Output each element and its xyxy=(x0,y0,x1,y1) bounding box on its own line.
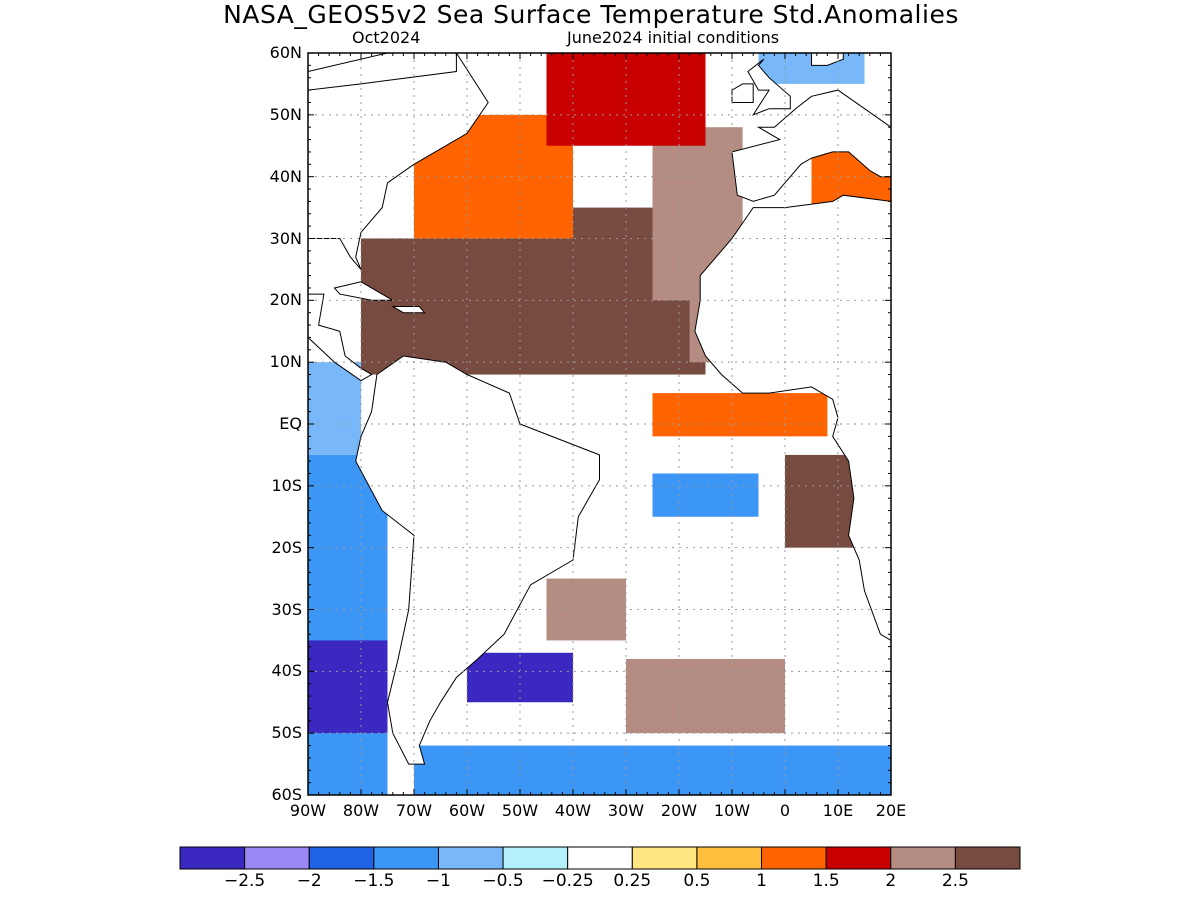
colorbar-swatch xyxy=(825,846,892,870)
ireland-land xyxy=(731,83,754,103)
lat-tick-label: 20S xyxy=(271,537,302,557)
lat-tick-label: 40N xyxy=(269,166,302,186)
anomaly-region xyxy=(308,640,388,734)
lat-tick-label: 50N xyxy=(269,104,302,124)
hispaniola-land xyxy=(390,306,426,314)
lat-tick-label: 40S xyxy=(271,661,302,681)
colorbar-level-label: 0.25 xyxy=(613,871,652,891)
british-isles-land xyxy=(747,58,791,116)
anomaly-region xyxy=(308,362,361,455)
lat-tick-label: 60S xyxy=(271,785,302,804)
colorbar-level-label: 2 xyxy=(885,871,897,891)
colorbar-swatch xyxy=(244,846,310,870)
lon-tick-label: 70W xyxy=(395,801,433,820)
lon-tick-label: 20E xyxy=(875,801,907,820)
colorbar-swatch xyxy=(954,846,1021,870)
lon-tick-label: 60W xyxy=(448,801,486,820)
south-america-land xyxy=(355,355,600,765)
land-masses xyxy=(308,53,891,765)
anomaly-region xyxy=(546,578,626,641)
anomaly-region xyxy=(414,745,891,795)
colorbar-swatch xyxy=(890,846,956,870)
anomaly-region xyxy=(626,658,785,734)
lon-tick-label: 20W xyxy=(660,801,698,820)
gridlines xyxy=(308,53,891,795)
forecast-month: Oct2024 xyxy=(352,28,421,47)
colorbar-swatch xyxy=(567,846,633,870)
lon-tick-label: 80W xyxy=(342,801,380,820)
colorbar-swatch xyxy=(696,846,763,870)
plot-frame xyxy=(307,52,892,796)
colorbar-level-label: 1 xyxy=(756,871,767,891)
lat-tick-label: 60N xyxy=(269,43,302,62)
anomaly-region xyxy=(308,454,388,795)
anomaly-region xyxy=(652,473,759,517)
colorbar-level-label: −0.25 xyxy=(541,871,594,891)
greenland-land xyxy=(308,53,457,91)
colorbar-level-label: −2.5 xyxy=(223,871,266,891)
colorbar-swatch xyxy=(502,846,569,870)
lon-tick-label: 10E xyxy=(822,801,854,820)
colorbar-swatch xyxy=(437,846,504,870)
lon-tick-label: 10W xyxy=(713,801,751,820)
colorbar-level-label: −1.5 xyxy=(353,871,395,891)
colorbar xyxy=(179,846,1021,870)
colorbar-swatch xyxy=(308,846,375,870)
lon-tick-label: 0 xyxy=(779,801,791,820)
initial-conditions: June2024 initial conditions xyxy=(567,28,780,47)
colorbar-swatch xyxy=(373,846,439,870)
colorbar-level-label: 0.5 xyxy=(683,871,711,891)
colorbar-level-label: −2 xyxy=(296,871,322,891)
lon-tick-label: 90W xyxy=(289,801,327,820)
lat-tick-label: 20N xyxy=(269,290,302,310)
colorbar-level-label: −0.5 xyxy=(482,871,524,891)
lon-tick-label: 40W xyxy=(554,801,592,820)
europe-land xyxy=(731,89,891,202)
map-title: NASA_GEOS5v2 Sea Surface Temperature Std… xyxy=(223,0,959,29)
lon-tick-label: 30W xyxy=(607,801,645,820)
colorbar-swatch xyxy=(631,846,698,870)
colorbar-level-label: 1.5 xyxy=(812,871,840,891)
colorbar-swatch xyxy=(761,846,827,870)
anomaly-region xyxy=(785,454,854,548)
colorbar-level-label: 2.5 xyxy=(941,871,969,891)
lat-tick-label: 50S xyxy=(271,723,302,743)
africa-land xyxy=(694,194,891,641)
lat-tick-label: 30S xyxy=(271,599,302,619)
anomaly-region xyxy=(652,393,828,437)
colorbar-level-label: −1 xyxy=(425,871,451,891)
lon-tick-label: 50W xyxy=(501,801,539,820)
lat-tick-label: 30N xyxy=(269,228,302,248)
cuba-land xyxy=(333,281,395,301)
colorbar-swatch xyxy=(179,846,246,870)
lat-tick-label: 10N xyxy=(269,352,302,372)
scandinavia-land xyxy=(811,53,844,66)
lat-tick-label: 10S xyxy=(271,475,302,495)
lat-tick-label: EQ xyxy=(279,414,302,433)
